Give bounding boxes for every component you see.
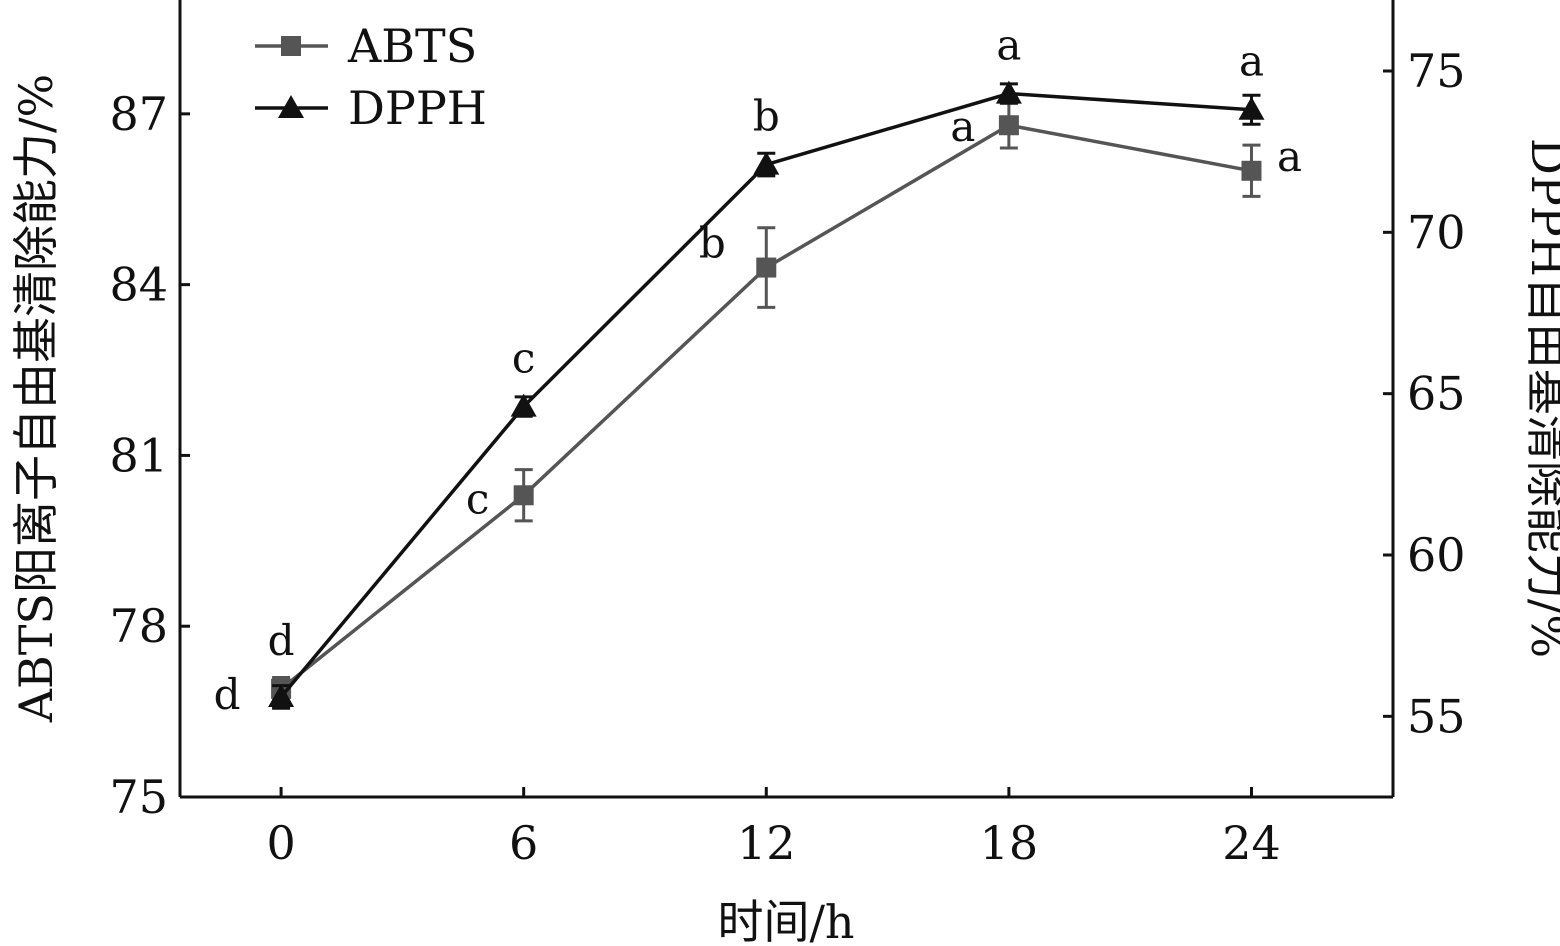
right-y-tick-label: 65 xyxy=(1407,367,1466,421)
x-tick-label: 0 xyxy=(266,816,295,870)
x-axis-title: 时间/h xyxy=(717,895,854,946)
data-point-abts xyxy=(1241,160,1262,181)
legend-label-dpph: DPPH xyxy=(348,81,487,135)
data-point-dpph xyxy=(510,393,537,417)
right-y-tick-label: 60 xyxy=(1407,528,1466,582)
significance-label: b xyxy=(753,92,780,141)
significance-label: d xyxy=(214,670,241,719)
series-line-abts xyxy=(279,123,1252,691)
data-point-dpph xyxy=(1238,96,1265,120)
data-point-abts xyxy=(513,485,534,506)
significance-label: c xyxy=(466,474,490,523)
left-y-tick-label: 78 xyxy=(109,599,168,653)
data-point-abts xyxy=(998,115,1019,136)
left-y-tick-label: 75 xyxy=(109,770,168,824)
x-tick-label: 24 xyxy=(1222,816,1281,870)
left-y-axis-title: ABTS阳离子自由基清除能力/% xyxy=(9,74,63,723)
right-y-tick-label: 75 xyxy=(1407,44,1466,98)
significance-label: a xyxy=(1277,132,1302,181)
x-tick-label: 12 xyxy=(737,816,796,870)
legend-label-abts: ABTS xyxy=(347,19,477,73)
legend-marker-dpph xyxy=(278,95,304,118)
data-point-dpph xyxy=(753,151,780,175)
right-y-tick-label: 55 xyxy=(1407,689,1466,743)
x-tick-label: 6 xyxy=(509,816,538,870)
right-y-tick-label: 70 xyxy=(1407,205,1466,259)
legend: ABTS DPPH xyxy=(255,19,487,135)
legend-marker-abts xyxy=(281,36,301,56)
axes: 0 6 12 18 24 75 78 81 84 87 55 60 65 70 75 xyxy=(109,0,1466,870)
left-y-tick-label: 87 xyxy=(109,87,168,141)
left-y-tick-label: 81 xyxy=(109,428,168,482)
significance-label: d xyxy=(268,616,295,665)
x-tick-label: 18 xyxy=(980,816,1039,870)
significance-label: a xyxy=(1239,37,1264,86)
series-line-dpph xyxy=(279,91,1252,699)
data-point-dpph xyxy=(995,80,1022,104)
data-point-dpph xyxy=(268,683,295,707)
data-point-abts xyxy=(756,257,777,278)
significance-label: a xyxy=(996,21,1021,70)
right-y-axis-title: DPPH自由基清除能力/% xyxy=(1521,138,1560,658)
significance-label: c xyxy=(512,334,536,383)
left-y-tick-label: 84 xyxy=(109,258,168,312)
